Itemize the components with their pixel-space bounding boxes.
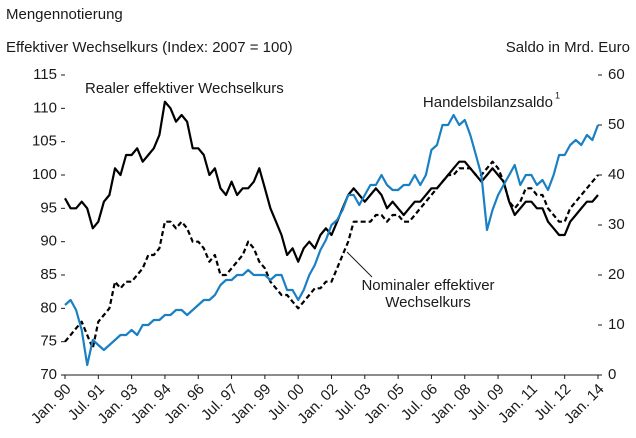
chart-title: Mengennotierung (6, 6, 123, 23)
y2-axis-label: Saldo in Mrd. Euro (506, 39, 630, 56)
annotation: Nominaler effektiver (361, 277, 494, 294)
x-tick-label: Jan. 90 (28, 381, 75, 428)
y-axis-label: Effektiver Wechselkurs (Index: 2007 = 10… (6, 39, 293, 56)
y-tick-label: 90 (40, 233, 57, 250)
footnote-mark: 1 (555, 90, 560, 100)
y-tick-label: 100 (32, 166, 57, 183)
y2-tick-label: 30 (608, 216, 625, 233)
annotation: Realer effektiver Wechselkurs (85, 80, 284, 97)
y2-tick-label: 40 (608, 166, 625, 183)
series-line (64, 100, 599, 263)
y-tick-label: 85 (40, 266, 57, 283)
series-line (64, 113, 600, 367)
y2-tick-label: 10 (608, 316, 625, 333)
y-tick-label: 105 (32, 133, 57, 150)
y-tick-label: 75 (40, 333, 57, 350)
y2-tick-label: 50 (608, 116, 625, 133)
y-tick-label: 115 (33, 66, 57, 83)
annotation: Handelsbilanzsaldo (423, 94, 553, 111)
y-tick-label: 80 (40, 299, 57, 316)
y-tick-label: 70 (40, 366, 57, 383)
y-tick-label: 95 (40, 199, 57, 216)
y-tick-label: 110 (33, 99, 57, 116)
annotation: Wechselkurs (385, 294, 471, 311)
y2-tick-label: 20 (608, 266, 625, 283)
y2-tick-label: 0 (608, 366, 616, 383)
pointer-line (346, 251, 373, 278)
series-line (64, 160, 599, 350)
y2-tick-label: 60 (608, 66, 625, 83)
